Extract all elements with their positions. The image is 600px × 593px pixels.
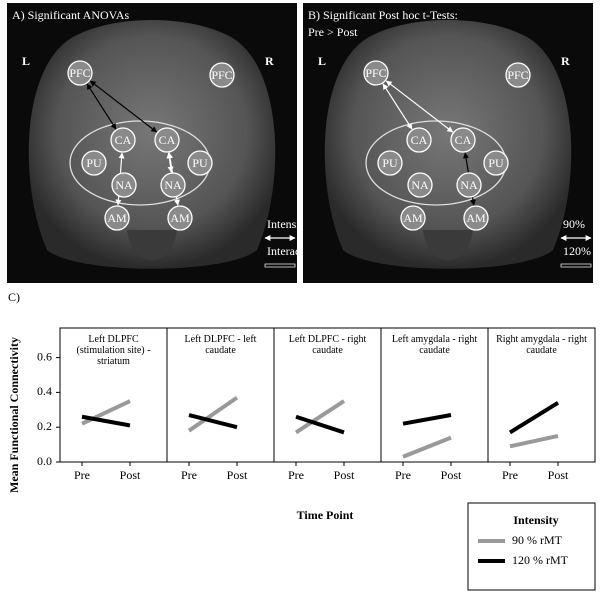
facet-title: Left DLPFC (stimulation site) - striatum (76, 334, 151, 367)
region-label: PU (192, 156, 208, 170)
region-node (483, 150, 509, 176)
region-node (407, 172, 433, 198)
region-node (450, 127, 476, 153)
region-node (167, 205, 193, 231)
legend-hollow-arrow (264, 263, 296, 268)
region-label: PU (382, 156, 398, 170)
legend-label: 120 % rMT (512, 553, 569, 567)
region-label: NA (164, 178, 182, 192)
region-node (111, 172, 137, 198)
x-tick-label: Pre (502, 468, 518, 482)
region-node (400, 205, 426, 231)
region-node (187, 150, 213, 176)
region-node (363, 60, 389, 86)
series-line (509, 433, 559, 449)
region-label: AM (170, 211, 190, 225)
x-tick-label: Pre (181, 468, 197, 482)
region-label: CA (455, 133, 472, 147)
series-line (295, 414, 345, 435)
facet-title: Left DLPFC - right caudate (288, 334, 367, 356)
hemisphere-right: R (561, 54, 570, 68)
region-node (67, 60, 93, 86)
region-label: PU (86, 156, 102, 170)
hemisphere-left: L (318, 54, 326, 68)
panel-title: A) Significant ANOVAs (12, 8, 129, 22)
y-axis-label: Mean Functional Connectivity (7, 337, 21, 493)
x-tick-label: Post (441, 468, 462, 482)
brain-stem (423, 230, 473, 260)
region-label: AM (107, 211, 127, 225)
region-label: NA (411, 178, 429, 192)
panel-label: C) (8, 290, 20, 304)
region-node (110, 127, 136, 153)
x-tick-label: Post (227, 468, 248, 482)
region-label: CA (159, 133, 176, 147)
series-line (402, 435, 452, 459)
legend-hollow-arrow (560, 263, 592, 268)
region-label: NA (115, 178, 133, 192)
x-axis-label: Time Point (297, 508, 354, 522)
y-tick-label: 0.6 (37, 349, 52, 363)
legend-label: Intensity (267, 217, 309, 231)
x-tick-label: Pre (395, 468, 411, 482)
region-label: AM (403, 211, 423, 225)
region-label: CA (115, 133, 132, 147)
series-line (187, 395, 239, 433)
facet-frame (487, 327, 596, 463)
facet-title: Left amygdala - right caudate (391, 334, 478, 356)
legend-label: 120% (563, 244, 591, 258)
brain-stem (127, 230, 177, 260)
x-tick-label: Post (334, 468, 355, 482)
region-node (209, 62, 235, 88)
region-label: CA (411, 133, 428, 147)
facet-title: Right amygdala - right caudate (496, 334, 587, 356)
series-line (402, 413, 452, 426)
series-line (188, 413, 238, 430)
region-node (377, 150, 403, 176)
region-label: PU (488, 156, 504, 170)
region-node (505, 62, 531, 88)
region-label: NA (460, 178, 478, 192)
series-line (294, 399, 346, 435)
connection-arrow (385, 80, 454, 133)
panel-title: B) Significant Post hoc t-Tests: (308, 8, 458, 22)
connection-arrow (89, 80, 158, 133)
legend-title: Intensity (513, 513, 558, 527)
legend-label: 90 % rMT (512, 533, 563, 547)
legend-label: 90% (563, 217, 585, 231)
region-node (160, 172, 186, 198)
region-label: PFC (365, 66, 386, 80)
y-tick-label: 0.4 (37, 384, 52, 398)
y-tick-label: 0.2 (37, 419, 52, 433)
x-tick-label: Pre (74, 468, 90, 482)
region-label: AM (466, 211, 486, 225)
region-node (406, 127, 432, 153)
x-tick-label: Pre (288, 468, 304, 482)
region-node (81, 150, 107, 176)
region-label: PFC (211, 68, 232, 82)
y-tick-label: 0.0 (37, 454, 52, 468)
series-line (508, 401, 560, 435)
x-tick-label: Post (548, 468, 569, 482)
series-line (81, 414, 131, 428)
region-node (456, 172, 482, 198)
legend-box (467, 502, 596, 591)
panel-title: Pre > Post (308, 25, 358, 39)
connection-arrow (166, 152, 174, 173)
x-tick-label: Post (120, 468, 141, 482)
hemisphere-right: R (265, 54, 274, 68)
facet-title: Left DLPFC - left caudate (184, 334, 257, 356)
region-node (104, 205, 130, 231)
hemisphere-left: L (22, 54, 30, 68)
region-node (463, 205, 489, 231)
region-label: PFC (69, 66, 90, 80)
region-node (154, 127, 180, 153)
region-label: PFC (507, 68, 528, 82)
